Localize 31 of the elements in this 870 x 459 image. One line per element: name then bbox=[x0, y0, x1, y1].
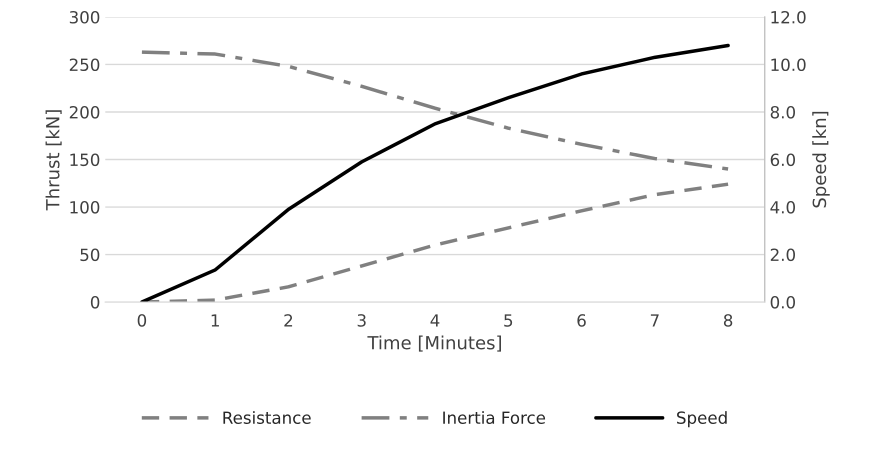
legend-label: Inertia Force bbox=[443, 411, 546, 424]
y-tick-label: 100 bbox=[70, 200, 100, 214]
legend-label: Speed bbox=[677, 411, 727, 428]
y-tick-label: 0 bbox=[90, 296, 100, 309]
y-tick-label: 50 bbox=[80, 248, 100, 262]
x-tick-label: 4 bbox=[430, 314, 440, 326]
y2-tick-label: 12.0 bbox=[771, 10, 806, 24]
line-series bbox=[140, 50, 730, 171]
x-tick-label: 5 bbox=[504, 314, 512, 327]
line-series bbox=[140, 44, 730, 302]
y2-tick-label: 8.0 bbox=[770, 106, 795, 119]
y2-axis-title: Speed [kn] bbox=[812, 112, 830, 208]
x-tick-label: 3 bbox=[358, 314, 366, 327]
y-tick-label: 250 bbox=[70, 58, 100, 72]
y-axis-title: Thrust [kN] bbox=[46, 110, 62, 210]
x-tick-label: 1 bbox=[212, 314, 219, 326]
x-tick-label: 6 bbox=[577, 314, 586, 327]
legend-label: Resistance bbox=[223, 411, 311, 424]
y2-tick-label: 6.0 bbox=[770, 153, 795, 166]
x-tick-label: 7 bbox=[650, 314, 659, 326]
y-tick-label: 200 bbox=[70, 106, 100, 119]
y2-tick-label: 4.0 bbox=[770, 200, 795, 214]
x-tick-label: 2 bbox=[284, 314, 292, 326]
y2-tick-label: 0.0 bbox=[770, 296, 795, 309]
y-tick-label: 150 bbox=[70, 153, 100, 166]
x-axis-title: Time [Minutes] bbox=[367, 336, 501, 352]
x-tick-label: 8 bbox=[724, 314, 732, 327]
y2-tick-label: 10.0 bbox=[771, 58, 806, 72]
x-tick-label: 0 bbox=[138, 314, 146, 327]
y-tick-label: 300 bbox=[70, 10, 100, 24]
y2-tick-label: 2.0 bbox=[770, 248, 795, 262]
